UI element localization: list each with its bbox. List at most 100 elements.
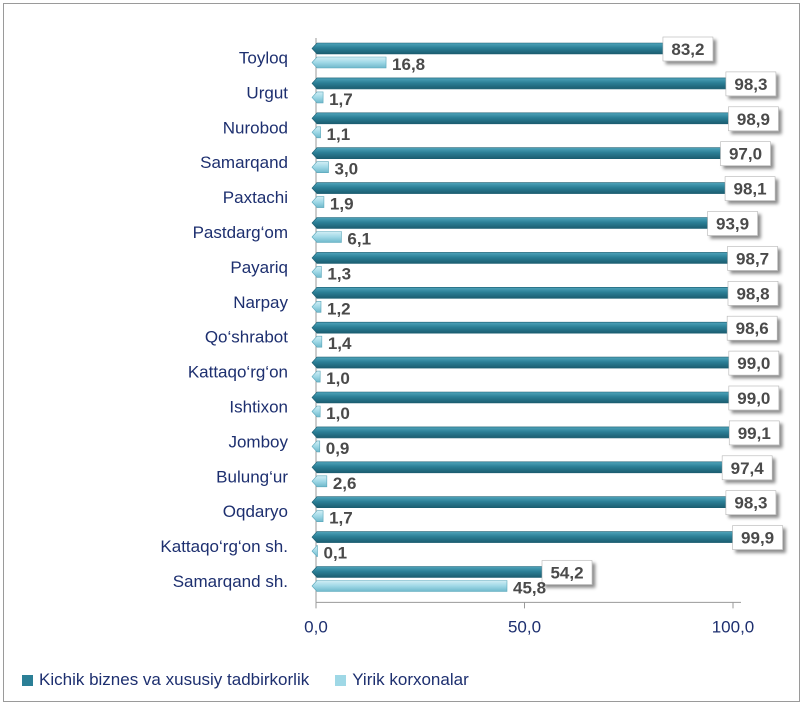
bar-small-business [311,426,730,439]
data-label-small-business: 97,0 [729,145,762,164]
bar-small-business [311,77,727,90]
data-label-box [541,560,593,585]
bar-large-enterprises [311,231,342,243]
x-tick-label: 100,0 [712,617,755,636]
data-label-box [728,106,779,132]
data-label-box [728,350,780,376]
data-label-large-enterprises: 2,6 [333,474,357,493]
bar-small-business [311,531,733,543]
data-label-box [728,420,780,446]
category-label: Samarqand [200,153,288,172]
bar-small-business [311,252,728,264]
data-label-large-enterprises: 1,2 [327,299,351,318]
data-label-large-enterprises: 0,9 [326,439,350,458]
category-label: Jomboy [228,432,288,451]
bar-small-business [311,182,726,194]
legend-swatch-small-business [22,674,33,686]
data-label-large-enterprises: 1,0 [326,404,350,423]
data-label-small-business: 98,3 [734,494,767,513]
data-label-box [720,141,771,166]
data-label-small-business: 98,1 [734,180,767,199]
data-label-box [725,71,777,97]
data-label-large-enterprises: 1,9 [330,195,354,214]
category-label: Payariq [230,258,288,277]
bar-large-enterprises [311,510,324,522]
bar-small-business [311,147,721,159]
category-label: Bulung‘ur [216,467,288,486]
data-label-box [726,315,778,341]
bar-large-enterprises [311,335,323,348]
data-label-box [732,525,783,550]
category-label: Pastdarg‘om [193,223,288,242]
data-label-large-enterprises: 1,7 [329,90,353,109]
data-label-box [707,211,758,236]
bar-small-business [311,566,543,578]
bar-large-enterprises [311,196,325,208]
bar-large-enterprises [311,266,322,278]
data-label-box [724,176,776,201]
bar-large-enterprises [311,580,508,592]
data-label-large-enterprises: 6,1 [347,230,371,249]
bar-large-enterprises [311,545,318,557]
legend-swatch-large-enterprises [335,674,347,686]
data-label-small-business: 54,2 [550,564,583,583]
data-label-small-business: 99,0 [737,354,770,373]
bar-large-enterprises [311,56,387,69]
legend: Kichik biznes va xususiy tadbirkorlik Yi… [22,670,495,690]
bar-small-business [311,321,728,334]
data-label-large-enterprises: 1,3 [327,264,351,283]
bar-large-enterprises [311,91,324,104]
bar-small-business [311,461,723,474]
data-label-box [662,36,714,62]
data-label-box [728,385,780,411]
data-label-large-enterprises: 1,4 [328,334,352,353]
bar-small-business [311,112,729,125]
data-label-box [727,246,778,271]
data-label-small-business: 98,6 [736,319,769,338]
data-label-box [725,490,777,516]
data-label-small-business: 99,9 [741,529,774,548]
bar-small-business [311,391,730,404]
category-label: Ishtixon [229,397,288,416]
data-label-box [727,280,779,306]
legend-label-large-enterprises: Yirik korxonalar [352,670,469,689]
category-label: Narpay [233,293,288,312]
data-label-small-business: 98,7 [736,249,769,268]
bar-large-enterprises [311,161,329,173]
data-label-large-enterprises: 45,8 [513,579,546,598]
data-label-small-business: 98,3 [734,75,767,94]
data-label-small-business: 98,8 [736,284,769,303]
legend-label-small-business: Kichik biznes va xususiy tadbirkorlik [39,670,310,689]
bar-large-enterprises [311,475,328,488]
data-label-small-business: 99,0 [737,389,770,408]
category-label: Nurobod [223,118,288,137]
x-tick-label: 50,0 [508,617,541,636]
bar-small-business [311,42,664,55]
bar-large-enterprises [311,301,322,313]
data-label-large-enterprises: 0,1 [324,544,348,563]
bar-large-enterprises [311,126,321,139]
bar-small-business [311,496,727,508]
data-label-small-business: 97,4 [731,459,765,478]
legend-item-large-enterprises: Yirik korxonalar [335,670,469,690]
category-label: Kattaqo‘rg‘on [188,363,288,382]
data-label-box [721,455,773,481]
bar-small-business [311,217,708,229]
category-label: Kattaqo‘rg‘on sh. [160,537,288,556]
legend-item-small-business: Kichik biznes va xususiy tadbirkorlik [22,670,309,690]
category-label: Qo‘shrabot [205,328,288,347]
data-label-small-business: 98,9 [737,110,770,129]
category-label: Oqdaryo [223,502,288,521]
data-label-large-enterprises: 1,1 [327,125,351,144]
bar-large-enterprises [311,405,321,418]
data-label-large-enterprises: 16,8 [392,55,425,74]
data-label-small-business: 93,9 [716,215,749,234]
x-tick-label: 0,0 [304,617,328,636]
category-label: Paxtachi [223,188,288,207]
bar-small-business [311,287,729,299]
data-label-small-business: 99,1 [738,424,771,443]
data-label-large-enterprises: 1,7 [329,509,353,528]
bar-large-enterprises [311,370,321,383]
data-label-large-enterprises: 3,0 [335,160,359,179]
